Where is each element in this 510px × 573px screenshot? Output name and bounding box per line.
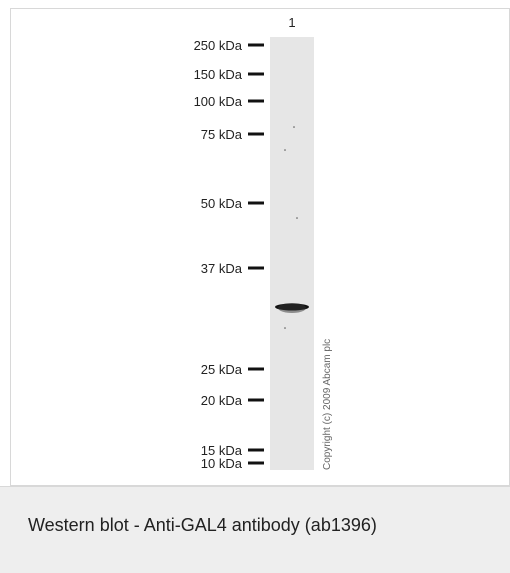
marker-label: 10 kDa <box>201 456 243 471</box>
marker-label: 50 kDa <box>201 196 243 211</box>
marker-dash <box>248 201 264 205</box>
blot-figure: 1 Copyright (c) 2009 Abcam plc 250 kDa 15… <box>10 8 510 486</box>
marker-label: 250 kDa <box>194 38 243 53</box>
band-halo <box>278 303 306 313</box>
marker-label: 150 kDa <box>194 67 243 82</box>
marker-label: 37 kDa <box>201 261 243 276</box>
marker-dash <box>248 266 264 270</box>
speck <box>284 149 286 151</box>
marker-label: 100 kDa <box>194 94 243 109</box>
lane <box>270 37 314 470</box>
marker-dash <box>248 72 264 76</box>
marker-dash <box>248 99 264 103</box>
marker-dash <box>248 367 264 371</box>
marker-dash <box>248 461 264 465</box>
marker-label: 20 kDa <box>201 393 243 408</box>
marker-label: 25 kDa <box>201 362 243 377</box>
copyright: Copyright (c) 2009 Abcam plc <box>322 339 333 470</box>
speck <box>293 126 295 128</box>
marker-label: 75 kDa <box>201 127 243 142</box>
speck <box>296 217 298 219</box>
caption-bar: Western blot - Anti-GAL4 antibody (ab139… <box>0 486 510 573</box>
marker-dash <box>248 448 264 452</box>
marker-dash <box>248 398 264 402</box>
marker-label: 15 kDa <box>201 443 243 458</box>
figure-frame <box>10 8 510 486</box>
caption: Western blot - Anti-GAL4 antibody (ab139… <box>28 515 377 535</box>
lane-label: 1 <box>288 15 295 30</box>
marker-dash <box>248 132 264 136</box>
marker-dash <box>248 43 264 47</box>
speck <box>284 327 286 329</box>
